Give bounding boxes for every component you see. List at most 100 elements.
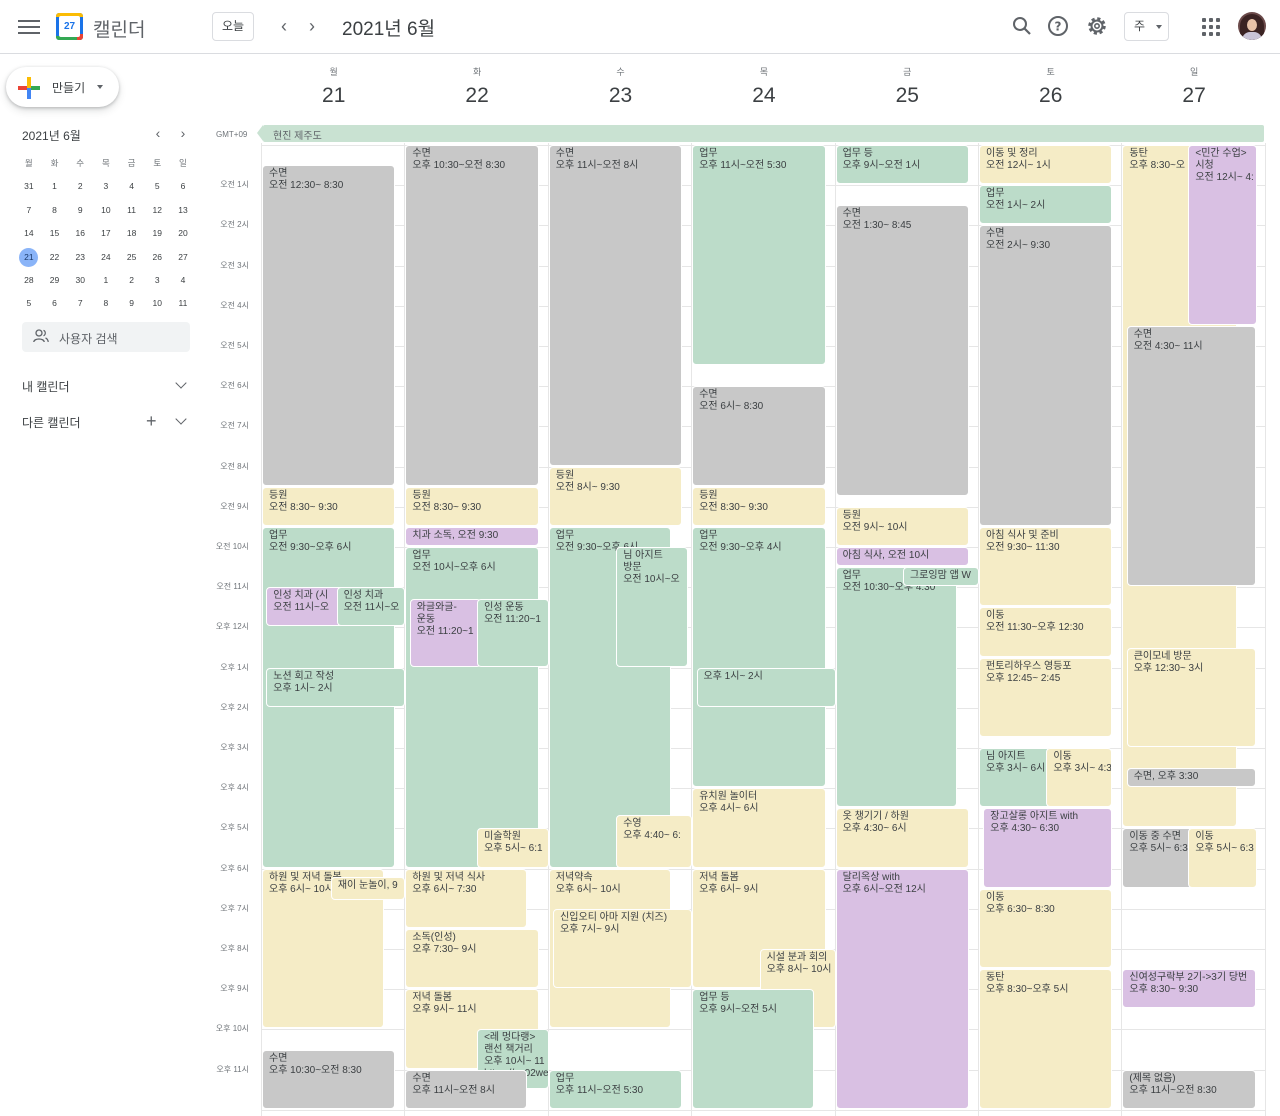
calendar-event[interactable]: 소독(인성) 오후 7:30~ 9시 [405,928,539,989]
calendar-event[interactable]: 업무 등 오후 9시~오전 1시 [835,145,969,185]
mini-day[interactable]: 6 [52,298,57,309]
mini-day[interactable]: 8 [52,204,57,215]
calendar-event[interactable]: 수면, 오후 3:30 [1126,768,1256,788]
avatar[interactable] [1238,12,1266,40]
day-header[interactable]: 화 22 [405,65,548,108]
calendar-event[interactable]: 업무 오후 11시~오전 5:30 [548,1069,683,1109]
other-calendars-toggle[interactable]: 다른 캘린더 + [22,411,192,433]
mini-day[interactable]: 10 [101,204,111,215]
mini-day[interactable]: 3 [103,181,109,192]
calendar-event[interactable]: 그로잉맘 앱 W [902,567,979,587]
day-header[interactable]: 월 21 [262,65,405,108]
calendar-event[interactable]: 큰이모네 방문 오후 12:30~ 3시 [1126,647,1256,747]
calendar-event[interactable]: 이동 오후 5시~ 6:3 [1188,828,1258,888]
calendar-event[interactable]: 님 아지트 방문 오전 10시~오 [616,547,688,667]
apps-icon[interactable] [1202,18,1220,36]
mini-day[interactable]: 16 [75,228,85,239]
main-menu-icon[interactable] [18,17,40,37]
calendar-logo[interactable]: 27 [56,13,83,40]
calendar-event[interactable]: 님 아지트 오후 3시~ 6시 [979,748,1051,808]
calendar-event[interactable]: 아침 식사 및 준비 오전 9:30~ 11:30 [979,526,1113,607]
mini-day[interactable]: 18 [126,228,137,239]
calendar-event[interactable]: 오후 1시~ 2시 [696,667,836,707]
mini-day[interactable]: 8 [103,298,109,309]
calendar-event[interactable]: 수면 오전 12:30~ 8:30 [262,165,396,486]
calendar-event[interactable]: 수면 오전 6시~ 8:30 [692,386,826,486]
calendar-event[interactable]: 수면 오전 2시~ 9:30 [979,225,1113,526]
allday-event[interactable]: 현진 제주도 [257,125,1264,142]
mini-day[interactable]: 9 [129,298,134,309]
mini-day[interactable]: 4 [129,181,134,192]
my-calendars-toggle[interactable]: 내 캘린더 [22,375,192,397]
calendar-event[interactable]: 달리옥상 with 오후 6시~오전 12시 [835,868,969,1109]
calendar-event[interactable]: 이동 및 정리 오전 12시~ 1시 [979,145,1113,185]
mini-day[interactable]: 7 [77,298,83,309]
mini-day[interactable]: 7 [26,204,32,215]
mini-day[interactable]: 14 [24,228,34,239]
mini-day[interactable]: 15 [49,228,60,239]
calendar-event[interactable]: 치과 소독, 오전 9:30 [405,526,539,546]
settings-icon[interactable] [1085,14,1109,38]
calendar-event[interactable]: 등원 오전 8:30~ 9:30 [262,486,396,526]
calendar-event[interactable]: 업무 오전 10:30~오후 4:30 [835,567,958,808]
mini-day[interactable]: 17 [101,228,111,239]
calendar-event[interactable]: 아침 식사, 오전 10시 [835,547,969,567]
calendar-event[interactable]: 업무 오전 9:30~오후 4시 [692,526,826,788]
calendar-event[interactable]: 인성 운동 오전 11:20~1 [477,599,549,667]
mini-day[interactable]: 10 [152,298,163,309]
help-icon[interactable]: ? [1046,14,1070,38]
calendar-event[interactable]: 와글와글-운동 오전 11:20~1 [409,599,482,667]
calendar-event[interactable]: 업무 오전 10시~오후 6시 [405,547,539,868]
calendar-event[interactable]: 하원 및 저녁 식사 오후 6시~ 7:30 [405,868,528,928]
calendar-event[interactable]: 업무 등 오후 9시~오전 5시 [692,989,815,1109]
mini-day[interactable]: 21 [16,246,42,269]
mini-prev-month-button[interactable]: ‹ [155,125,161,141]
mini-day[interactable]: 29 [49,274,60,285]
calendar-event[interactable]: 등원 오전 8:30~ 9:30 [405,486,539,526]
calendar-event[interactable]: (제목 없음) 오후 11시~오전 8:30 [1122,1069,1256,1109]
calendar-event[interactable]: 인성 치과 오전 11시~오 [336,587,406,627]
mini-day[interactable]: 5 [26,298,32,309]
calendar-event[interactable]: 신여성구락부 2기->3기 당번 오후 8:30~ 9:30 [1122,969,1256,1009]
people-search[interactable]: 사용자 검색 [22,322,190,352]
calendar-event[interactable]: 업무 오후 11시~오전 5:30 [692,145,826,366]
mini-day[interactable]: 24 [101,251,111,262]
mini-day[interactable]: 4 [180,274,186,285]
add-calendar-icon[interactable]: + [146,411,157,431]
mini-day[interactable]: 22 [49,251,60,262]
mini-day[interactable]: 2 [77,181,83,192]
next-week-button[interactable]: › [309,16,315,36]
calendar-event[interactable]: 수면 오후 10:30~오전 8:30 [405,145,539,486]
calendar-event[interactable]: 이동 오전 11:30~오후 12:30 [979,607,1113,657]
mini-day[interactable]: 11 [127,204,136,215]
create-button[interactable]: 만들기 [6,67,119,107]
mini-day[interactable]: 5 [154,181,160,192]
mini-day[interactable]: 19 [152,228,163,239]
mini-day[interactable]: 1 [52,181,57,192]
calendar-event[interactable]: 신입오티 아마 지원 (치즈) 오후 7시~ 9시 [553,908,693,989]
calendar-event[interactable]: 수영 오후 4:40~ 6: [616,815,693,868]
mini-day[interactable]: 2 [129,274,134,285]
mini-day[interactable]: 20 [178,228,188,239]
today-button[interactable]: 오늘 [212,12,254,41]
calendar-event[interactable]: 노션 회고 작성 오후 1시~ 2시 [266,667,406,707]
calendar-event[interactable]: 등원 오전 8시~ 9:30 [548,466,683,526]
day-header[interactable]: 목 24 [692,65,835,108]
calendar-event[interactable]: 수면 오전 4:30~ 11시 [1126,325,1256,587]
calendar-event[interactable]: 수면 오전 1:30~ 8:45 [835,205,969,496]
search-icon[interactable] [1010,14,1034,38]
calendar-event[interactable]: 등원 오전 9시~ 10시 [835,506,969,546]
mini-day[interactable]: 27 [178,251,188,262]
calendar-event[interactable]: 수면 오후 10:30~오전 8:30 [262,1049,396,1109]
calendar-event[interactable]: 동탄 오후 8:30~오후 5시 [979,969,1113,1109]
calendar-event[interactable]: 장고살롱 아지트 with 오후 4:30~ 6:30 [983,808,1113,888]
calendar-event[interactable]: 유치원 놀이터 오후 4시~ 6시 [692,788,826,868]
calendar-event[interactable]: 등원 오전 8:30~ 9:30 [692,486,826,526]
day-header[interactable]: 금 25 [836,65,979,108]
mini-day[interactable]: 12 [152,204,163,215]
calendar-event[interactable]: 이동 중 수면 오후 5시~ 6:3 [1122,828,1195,888]
calendar-event[interactable]: 이동 오후 6:30~ 8:30 [979,888,1113,969]
calendar-event[interactable]: 인성 치과 (시 오전 11시~오 [266,587,346,627]
calendar-event[interactable]: 미술학원 오후 5시~ 6:1 [477,828,549,868]
mini-next-month-button[interactable]: › [180,125,186,141]
